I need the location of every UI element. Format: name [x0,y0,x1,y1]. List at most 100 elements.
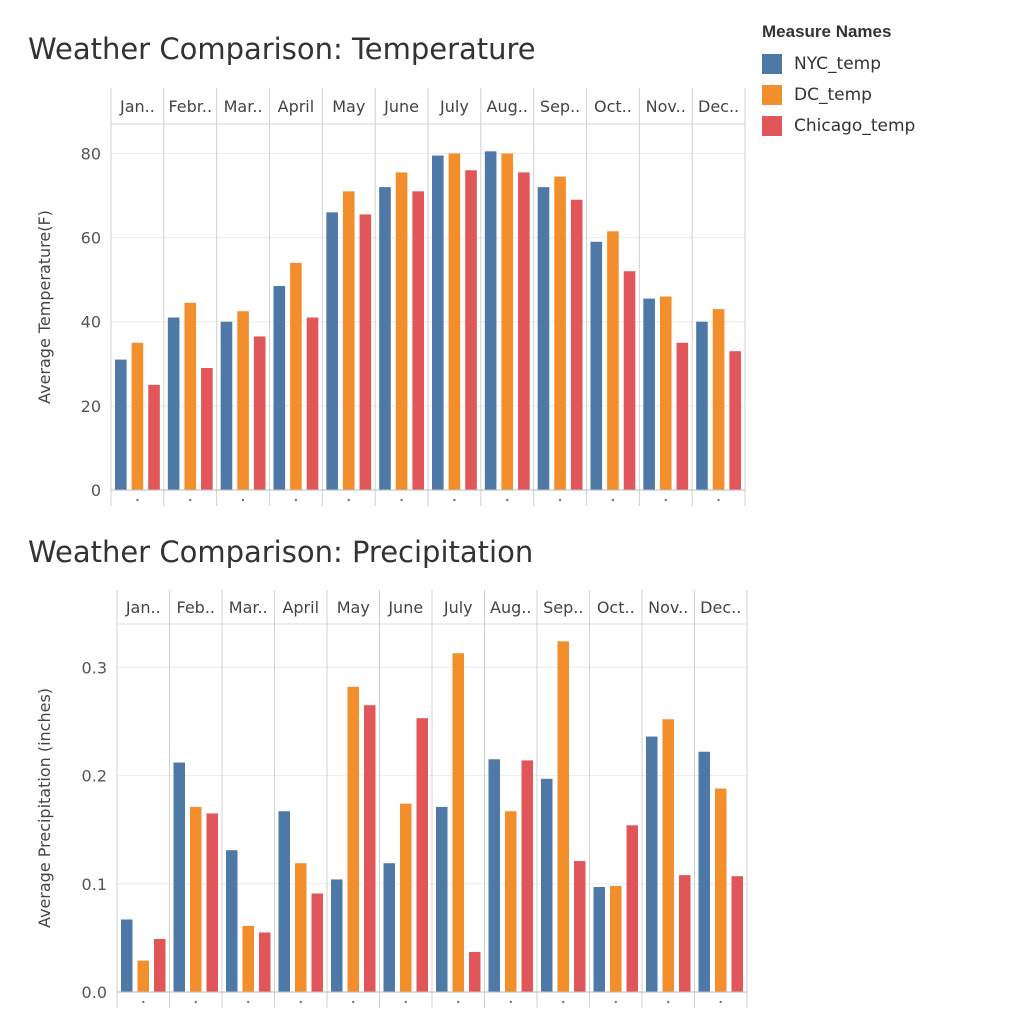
bar [273,285,286,490]
bar [311,893,323,992]
x-tick-dot [189,498,192,502]
legend-item-dc[interactable]: DC_temp [762,79,915,110]
legend-swatch-nyc [762,53,782,74]
category-label: July [439,97,469,116]
legend: Measure Names NYC_temp DC_temp Chicago_t… [762,22,915,141]
bar [448,153,461,490]
x-tick-dot [614,1000,617,1004]
bar [590,241,603,490]
bar [541,778,553,992]
bar [646,736,658,992]
category-label: June [383,97,419,116]
bar [698,751,710,992]
bar [379,187,391,490]
bar [712,309,725,490]
bar [432,155,444,490]
bar [220,321,233,490]
bar [484,151,497,490]
x-tick-dot [558,498,562,502]
bar [295,863,307,992]
x-tick-dot [142,1000,145,1004]
category-label: April [282,598,319,617]
bar [570,199,583,491]
bar [610,885,622,992]
bar [206,813,218,992]
bar [395,172,408,490]
bar [400,803,412,992]
bar [347,686,359,992]
category-label: July [443,598,473,617]
bar [715,788,727,992]
bar [326,212,338,490]
bar [554,176,566,490]
bar [593,887,605,992]
x-tick-dot [509,1000,512,1004]
bar [679,875,691,992]
bar [469,951,481,992]
bar [306,317,319,490]
bar [290,262,302,490]
x-tick-dot [664,498,667,502]
legend-item-chicago[interactable]: Chicago_temp [762,110,915,141]
bar [623,271,636,490]
bar [659,296,672,490]
category-label: Nov.. [648,598,688,617]
bar [436,806,448,992]
y-tick-label: 20 [81,397,101,416]
legend-item-nyc[interactable]: NYC_temp [762,48,915,79]
bar [115,359,127,490]
bar [731,876,743,992]
bar [148,384,160,490]
x-tick-dot [719,1000,722,1004]
y-tick-label: 0 [91,481,101,500]
x-tick-dot [294,498,298,502]
category-label: Oct.. [594,97,632,116]
precipitation-chart: 0.0 0.1 0.2 0.3 Jan.. Feb.. Mar.. April May June J… [35,590,748,1008]
bar [416,718,428,992]
bar [278,811,290,992]
bar [505,811,517,992]
y-tick-label: 0.1 [82,875,107,894]
y-tick-label: 60 [81,229,101,248]
x-tick-dot [299,1000,302,1004]
category-label: May [332,97,365,116]
x-tick-dot [611,498,615,502]
y-tick-label: 40 [81,313,101,332]
temperature-chart-title: Weather Comparison: Temperature [28,32,536,66]
bar [518,172,530,490]
x-tick-dot [136,498,139,502]
category-label: Mar.. [229,598,268,617]
x-tick-dot [562,1000,565,1004]
bar [137,960,149,992]
x-tick-dot [717,498,720,502]
bar [359,214,372,490]
category-label: Mar.. [224,97,263,116]
bar [537,187,550,490]
bar [173,762,185,992]
x-tick-dot [194,1000,197,1004]
precipitation-chart-title: Weather Comparison: Precipitation [28,535,534,569]
bar [342,191,355,490]
legend-label-chicago: Chicago_temp [794,115,916,136]
y-tick-label: 0.2 [82,767,107,786]
bar [501,153,514,490]
bar [242,925,254,992]
y-axis-title: Average Temperature(F) [35,210,54,404]
bar [676,342,689,490]
x-tick-dot [453,498,456,502]
bar [383,863,395,992]
category-label: Jan.. [125,598,161,617]
category-label: June [387,598,423,617]
bar [253,336,266,490]
category-label: Aug.. [490,598,531,617]
bar [696,321,708,490]
category-label: Oct.. [597,598,635,617]
bar [412,191,424,490]
legend-swatch-dc [762,84,782,105]
category-label: Sep.. [543,598,583,617]
bar [259,932,271,992]
bar [190,806,202,992]
x-tick-dot [667,1000,670,1004]
bar [201,368,213,490]
bar [465,170,477,490]
